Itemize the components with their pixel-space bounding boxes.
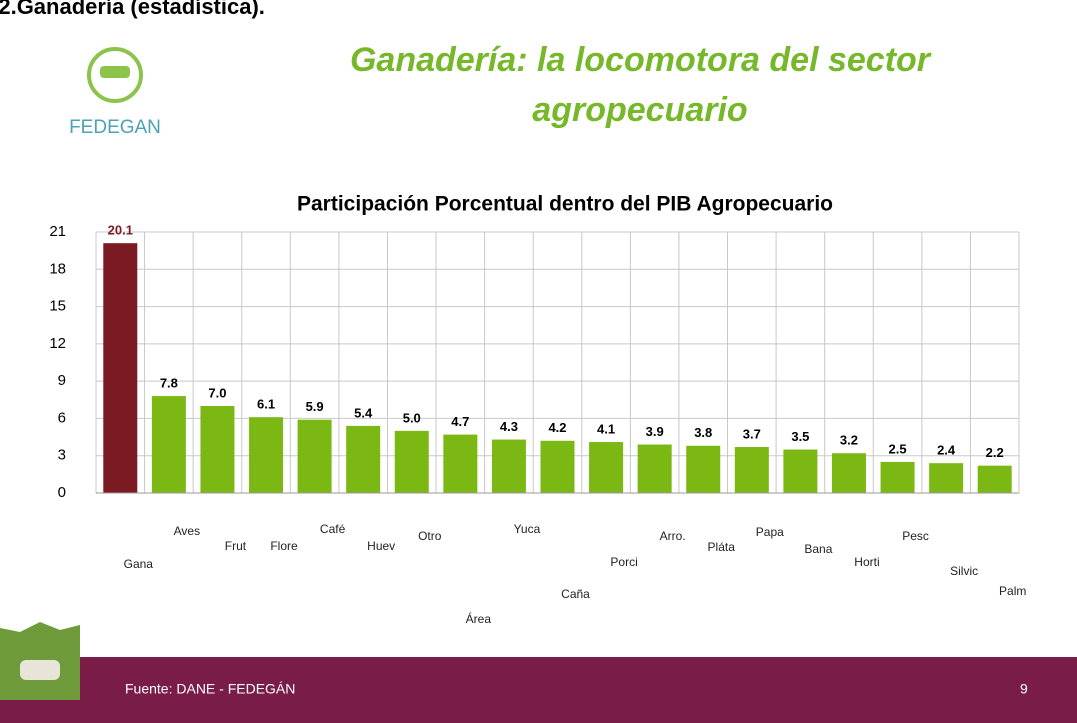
logo-text: FEDEGAN — [69, 117, 161, 138]
value-label: 4.1 — [597, 421, 615, 436]
bar — [929, 463, 964, 493]
bar — [346, 425, 381, 493]
x-tick-label: Bana — [804, 542, 832, 556]
value-label: 4.7 — [451, 414, 469, 429]
x-tick-label: Palm — [999, 584, 1026, 598]
value-label: 4.3 — [500, 419, 518, 434]
bar — [200, 406, 235, 493]
slide-title: Ganadería: la locomotora del sector — [350, 41, 932, 79]
value-label: 7.0 — [208, 385, 226, 400]
bar — [637, 444, 672, 493]
bar — [151, 396, 186, 493]
value-label: 20.1 — [108, 223, 133, 238]
bar — [103, 243, 138, 493]
y-tick-label: 6 — [58, 409, 66, 426]
x-tick-label: Frut — [225, 539, 247, 553]
bar — [249, 417, 284, 493]
x-tick-label: Horti — [854, 555, 879, 569]
y-tick-label: 18 — [49, 260, 66, 277]
x-tick-label: Yuca — [514, 522, 541, 536]
value-label: 3.9 — [646, 424, 664, 439]
x-tick-label: Flore — [270, 539, 298, 553]
value-label: 6.1 — [257, 397, 275, 412]
value-label: 3.7 — [743, 426, 761, 441]
footer-source: Fuente: DANE - FEDEGÁN — [125, 681, 295, 697]
x-tick-label: Gana — [124, 557, 154, 571]
value-label: 5.9 — [306, 399, 324, 414]
x-tick-label: Pesc — [902, 529, 929, 543]
value-label: 7.8 — [160, 375, 178, 390]
value-label: 5.4 — [354, 405, 373, 420]
x-tick-label: Café — [320, 522, 346, 536]
x-tick-label: Aves — [174, 524, 200, 538]
value-label: 4.2 — [548, 420, 566, 435]
y-tick-label: 21 — [49, 223, 66, 240]
bar — [394, 430, 429, 493]
bar — [734, 447, 769, 493]
value-label: 2.5 — [889, 441, 907, 456]
bar — [783, 449, 818, 493]
x-tick-label: Huev — [367, 539, 395, 553]
x-tick-label: Área — [466, 611, 492, 626]
y-tick-label: 9 — [58, 372, 66, 389]
slide-title: agropecuario — [532, 91, 747, 129]
y-tick-label: 0 — [58, 484, 66, 501]
x-tick-label: Otro — [418, 529, 442, 543]
value-label: 3.2 — [840, 433, 858, 448]
x-tick-label: Caña — [561, 587, 590, 601]
y-tick-label: 15 — [49, 298, 66, 315]
bar — [491, 439, 526, 493]
value-label: 3.8 — [694, 425, 712, 440]
x-tick-label: Porci — [610, 555, 637, 569]
bar — [540, 440, 575, 493]
value-label: 2.4 — [937, 443, 956, 458]
y-tick-label: 3 — [58, 447, 66, 464]
x-tick-label: Silvic — [950, 564, 978, 578]
bar — [977, 465, 1012, 493]
x-tick-label: Pláta — [708, 540, 736, 554]
x-tick-label: Arro. — [660, 529, 686, 543]
value-label: 3.5 — [791, 429, 809, 444]
bar — [589, 442, 624, 493]
x-tick-label: Papa — [756, 525, 784, 539]
footer-image — [20, 660, 60, 680]
footer-band — [0, 657, 1077, 723]
logo-icon — [87, 47, 143, 103]
bar — [686, 445, 721, 493]
page-header: a 2.Ganadería (estadística). — [0, 0, 265, 19]
page-number: 9 — [1020, 681, 1028, 697]
value-label: 5.0 — [403, 410, 421, 425]
bar — [880, 461, 915, 493]
y-tick-label: 12 — [49, 335, 66, 352]
bar — [297, 419, 332, 493]
value-label: 2.2 — [986, 445, 1004, 460]
bar — [443, 434, 478, 493]
chart-title: Participación Porcentual dentro del PIB … — [297, 193, 833, 216]
bar — [831, 453, 866, 493]
